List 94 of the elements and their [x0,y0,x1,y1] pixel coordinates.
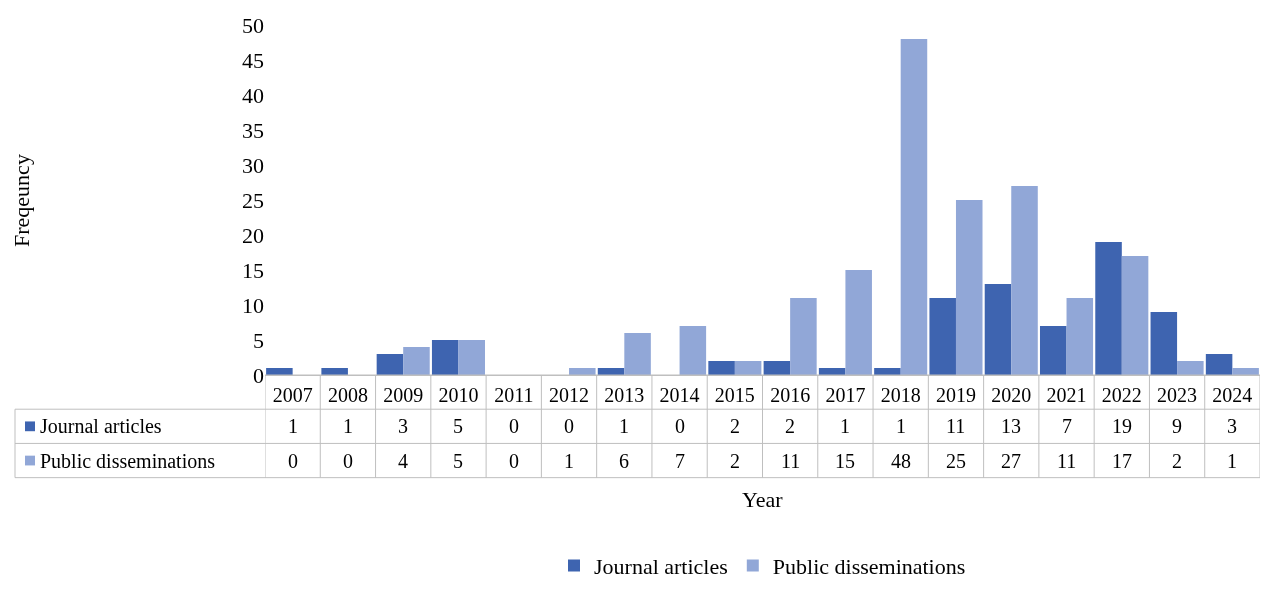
bar [1177,361,1204,375]
bar [403,347,430,375]
data-label: 1 [564,450,574,472]
x-tick-label: 2019 [935,384,976,406]
data-label: 25 [946,450,966,472]
data-label: 4 [398,450,408,472]
data-label: 2 [730,450,740,472]
x-tick-label: 2024 [1212,384,1253,406]
bar [1039,326,1067,375]
x-tick-label: 2008 [327,384,368,406]
data-label: 0 [288,450,298,472]
data-label: 1 [343,415,353,437]
text: Public disseminations [40,450,215,472]
data-label: 15 [835,450,855,472]
x-tick-label: 2011 [494,384,534,406]
bar [845,270,872,375]
data-label: 17 [1112,450,1132,472]
bar [734,361,762,375]
x-tick-label: 2007 [272,384,313,406]
x-tick-label: 2023 [1157,384,1198,406]
bar [929,298,956,375]
data-label: 7 [675,450,685,472]
data-label: 0 [509,415,519,437]
x-tick-label: 2020 [991,384,1032,406]
x-tick-label: 2022 [1101,384,1142,406]
y-tick-label: 50 [242,12,264,38]
data-label: 11 [781,450,801,472]
bar [624,333,651,375]
legend-label: Journal articles [40,415,162,437]
data-label: 2 [1172,450,1182,472]
legend-label: Public disseminations [772,554,966,580]
y-tick-label: 10 [242,292,264,318]
x-tick-label: 2018 [880,384,921,406]
data-label: 0 [564,415,574,437]
bar [708,361,735,375]
bar [955,200,983,375]
bar [984,284,1012,375]
y-tick-label: 20 [242,222,264,248]
x-tick-label: 2016 [770,384,811,406]
bar [1066,298,1094,375]
bar [1205,354,1233,375]
data-label: 0 [509,450,519,472]
y-tick-label: 0 [253,362,264,388]
bar [1095,242,1122,375]
y-tick-label: 40 [242,82,264,108]
x-tick-label: 2012 [549,384,590,406]
data-label: 13 [1001,415,1021,437]
bar [790,298,817,375]
x-tick-label: 2009 [383,384,424,406]
data-label: 11 [1057,450,1077,472]
data-label: 48 [891,450,911,472]
data-label: 1 [288,415,298,437]
data-label: 6 [619,450,629,472]
y-tick-label: 15 [242,257,264,283]
data-label: 9 [1172,415,1182,437]
data-label: 2 [785,415,795,437]
x-tick-label: 2010 [438,384,479,406]
bar [431,340,459,375]
data-label: 0 [343,450,353,472]
data-label: 5 [453,415,463,437]
bar [679,326,707,375]
text: Freqeuncy [9,154,35,247]
data-label: 0 [675,415,685,437]
bar [763,361,791,375]
bar [1121,256,1149,375]
bar [376,354,404,375]
x-tick-label: 2013 [604,384,645,406]
data-label: 1 [896,415,906,437]
data-label: 1 [619,415,629,437]
data-label: 11 [946,415,966,437]
data-label: 2 [730,415,740,437]
data-label: 5 [453,450,463,472]
data-label: 19 [1112,415,1132,437]
x-tick-label: 2017 [825,384,866,406]
bar [458,340,486,375]
data-label: 3 [1227,415,1237,437]
text: Journal articles [594,554,728,580]
data-label: 1 [1227,450,1237,472]
data-label: 27 [1001,450,1021,472]
x-tick-label: 2021 [1046,384,1087,406]
bar [900,39,928,375]
data-label: 7 [1062,415,1072,437]
y-tick-label: 35 [242,117,264,143]
data-label: 3 [398,415,408,437]
bar [1150,312,1178,375]
x-tick-label: 2015 [714,384,755,406]
x-axis-title: Year [742,487,784,512]
y-tick-label: 30 [242,152,264,178]
y-tick-label: 25 [242,187,264,213]
y-tick-label: 45 [242,47,264,73]
y-tick-label: 5 [253,327,264,353]
bar [1011,186,1038,375]
x-tick-label: 2014 [659,384,700,406]
data-label: 1 [840,415,850,437]
